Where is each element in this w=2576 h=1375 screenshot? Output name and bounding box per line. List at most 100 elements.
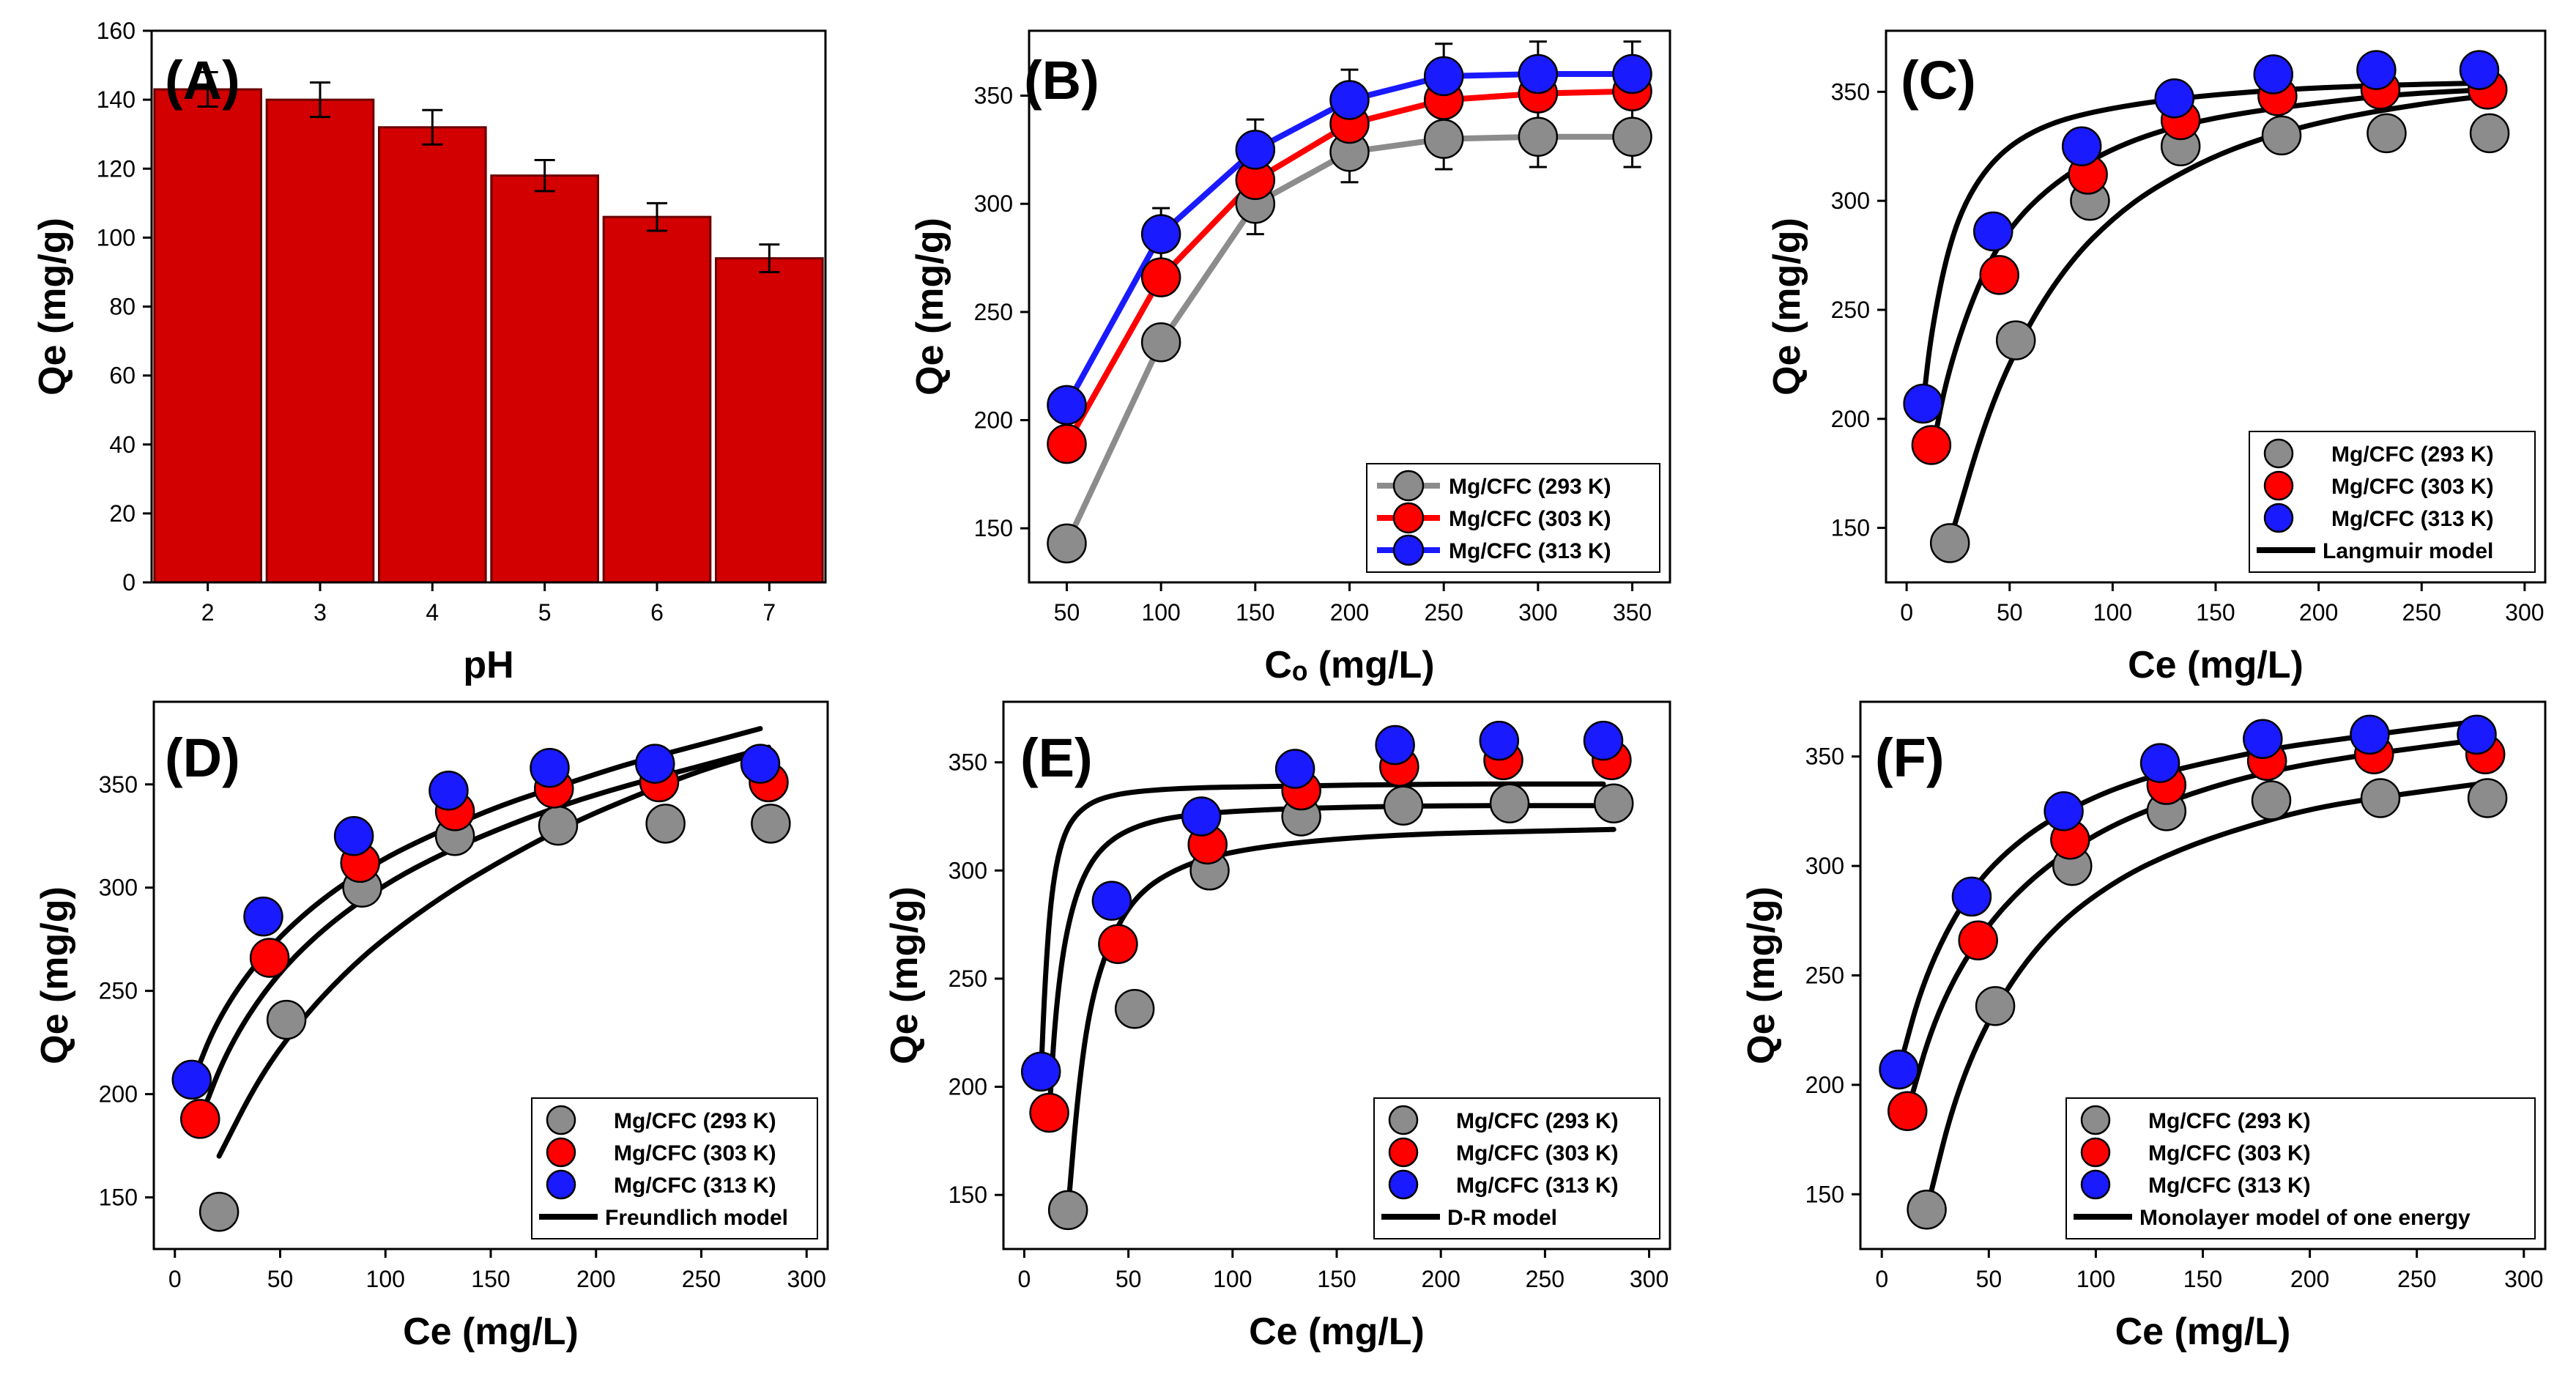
plot-frame [1859, 700, 2547, 1250]
y-tick-label: 150 [1805, 1181, 1844, 1207]
data-point-2 [243, 896, 283, 937]
x-tick-label: 100 [2076, 1266, 2115, 1292]
legend-label: Mg/CFC (313 K) [1456, 1174, 1619, 1198]
y-tick-label: 300 [949, 857, 987, 883]
x-tick-label: 250 [682, 1266, 721, 1292]
data-point-0 [1383, 785, 1424, 826]
data-point-1 [1047, 423, 1087, 464]
data-point-0 [2251, 780, 2292, 820]
x-tick-label: 250 [2397, 1266, 2436, 1292]
legend-label: Mg/CFC (313 K) [614, 1174, 776, 1198]
data-point-2 [428, 770, 469, 811]
data-point-2 [1518, 53, 1559, 94]
legend-label: Mg/CFC (313 K) [2331, 507, 2494, 531]
data-point-1 [1888, 1091, 1928, 1132]
data-point-1 [1098, 924, 1138, 964]
legend: Mg/CFC (293 K) Mg/CFC (303 K) Mg/CFC (313 … [1366, 463, 1660, 573]
data-point-0 [645, 804, 686, 844]
y-tick-label: 200 [99, 1081, 138, 1108]
legend: Mg/CFC (293 K) Mg/CFC (303 K) Mg/CFC (313 … [2249, 431, 2536, 573]
data-point-0 [1995, 320, 2036, 360]
legend: Mg/CFC (293 K) Mg/CFC (303 K) Mg/CFC (313 … [531, 1097, 818, 1239]
x-tick-label: 300 [1518, 599, 1557, 626]
y-tick-label: 150 [974, 515, 1013, 541]
data-point-2 [2139, 743, 2180, 783]
data-point-2 [2243, 719, 2283, 760]
legend-label: Mg/CFC (303 K) [2331, 475, 2494, 499]
data-point-2 [1140, 214, 1181, 254]
y-tick-label: 150 [1831, 515, 1870, 541]
x-tick-label: 100 [366, 1266, 405, 1292]
legend-marker [2263, 470, 2294, 501]
y-tick-label: 20 [109, 500, 136, 527]
x-tick-label: 150 [2196, 599, 2235, 626]
x-tick-label: 50 [1997, 599, 2023, 626]
data-point-0 [2367, 113, 2407, 154]
y-tick-label: 200 [1805, 1072, 1844, 1098]
y-tick-label: 350 [1831, 78, 1870, 105]
y-tick-label: 60 [109, 363, 136, 389]
data-point-0 [1047, 523, 1087, 564]
legend-marker [546, 1105, 576, 1135]
data-point-1 [1911, 425, 1952, 465]
panel-F: 0 50 100 150 200 250 300 150 200 250 300 350 Mg/CFC … [1740, 700, 2547, 1353]
y-tick-label: 40 [109, 431, 136, 458]
x-tick-label: 0 [168, 1266, 182, 1292]
data-point-0 [2261, 115, 2302, 156]
data-point-1 [1029, 1092, 1069, 1133]
data-point-0 [1047, 1190, 1088, 1231]
panel-label: (E) [1020, 727, 1093, 788]
x-tick-label: 200 [1421, 1266, 1460, 1292]
legend-marker [1392, 534, 1425, 566]
y-axis-title: Qe (mg/g) [909, 218, 951, 396]
legend-label: Mg/CFC (293 K) [614, 1109, 776, 1133]
data-point-2 [2459, 50, 2500, 90]
x-tick-label: 150 [471, 1266, 510, 1292]
plot-frame [1028, 29, 1671, 584]
fit-curve-1 [197, 744, 771, 1122]
bar-5 [490, 174, 599, 584]
y-tick-label: 250 [974, 299, 1013, 325]
y-tick-label: 300 [99, 875, 138, 901]
y-tick-label: 250 [1831, 297, 1870, 323]
legend-marker [1388, 1169, 1419, 1200]
bar-6 [602, 215, 712, 584]
y-tick-label: 160 [97, 18, 136, 44]
fit-curve-0 [1924, 780, 2490, 1212]
data-point-0 [1612, 116, 1652, 157]
legend-label: Mg/CFC (303 K) [1456, 1141, 1619, 1165]
x-tick-label: 200 [1330, 599, 1369, 626]
x-tick-label: 6 [650, 599, 664, 626]
legend: Mg/CFC (293 K) Mg/CFC (303 K) Mg/CFC (313 … [1373, 1097, 1660, 1239]
panel-label: (F) [1875, 727, 1945, 788]
plot-frame [152, 700, 829, 1250]
x-tick-label: 0 [1900, 599, 1913, 626]
x-axis-title: Ce (mg/L) [403, 1311, 579, 1353]
x-tick-label: 300 [787, 1266, 826, 1292]
fit-curve-2 [1038, 781, 1606, 1079]
data-point-2 [2154, 78, 2194, 119]
data-point-0 [1489, 783, 1530, 824]
data-point-0 [1140, 322, 1181, 363]
data-point-2 [1583, 720, 1624, 761]
data-point-0 [1518, 116, 1559, 157]
legend-label: Mg/CFC (303 K) [614, 1141, 776, 1165]
legend-label: Mg/CFC (293 K) [2331, 442, 2494, 467]
legend-marker [2080, 1137, 2111, 1168]
data-point-2 [2044, 791, 2084, 831]
data-point-2 [1047, 385, 1087, 426]
data-point-2 [1951, 876, 1992, 917]
y-tick-label: 200 [949, 1074, 987, 1100]
data-point-2 [1375, 724, 1415, 766]
x-tick-label: 50 [267, 1266, 294, 1292]
fit-curve-1 [1047, 803, 1614, 1116]
y-tick-label: 80 [109, 294, 136, 320]
data-point-2 [1973, 211, 2013, 252]
x-tick-label: 150 [2183, 1266, 2222, 1292]
panel-D: 0 50 100 150 200 250 300 150 200 250 300 350 Mg/CFC … [34, 700, 829, 1353]
x-axis-title: Cₒ (mg/L) [1264, 644, 1434, 686]
y-tick-label: 100 [97, 224, 136, 251]
x-tick-label: 300 [2505, 599, 2544, 626]
data-point-2 [2457, 714, 2497, 755]
